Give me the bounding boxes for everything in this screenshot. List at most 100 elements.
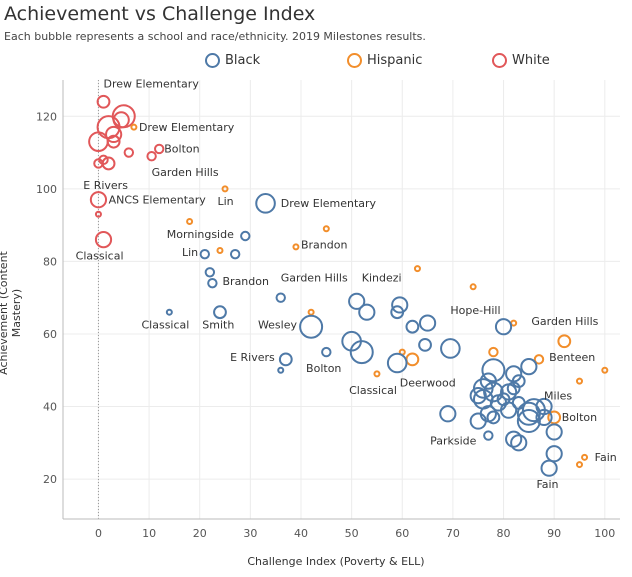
bubble-black (516, 409, 541, 434)
bubble-black (255, 193, 276, 214)
bubble-black (358, 303, 376, 321)
legend-swatch-black (205, 53, 220, 68)
legend-label-hispanic: Hispanic (367, 53, 423, 68)
data-label: Lin (182, 246, 198, 259)
data-label: Garden Hills (152, 166, 219, 179)
data-label: Classical (76, 250, 124, 263)
y-tick-label: 40 (43, 401, 57, 414)
bubble-black (299, 314, 324, 339)
x-tick-label: 40 (294, 527, 308, 540)
data-label: Garden Hills (281, 271, 348, 284)
data-label: Garden Hills (531, 315, 598, 328)
x-tick-label: 80 (497, 527, 511, 540)
bubble-black (165, 308, 173, 316)
bubble-white (93, 158, 104, 169)
bubble-white (154, 143, 165, 155)
bubble-black (275, 292, 286, 303)
bubble-black (321, 346, 332, 358)
data-label: Lin (217, 195, 233, 208)
bubble-hispanic (307, 308, 315, 316)
bubble-black (494, 318, 513, 336)
data-label: Classical (141, 319, 189, 332)
bubble-black (207, 277, 218, 289)
data-label: Miles (544, 389, 572, 402)
legend-swatch-hispanic (347, 53, 362, 68)
bubble-black (204, 267, 216, 278)
data-label: Brandon (301, 239, 347, 252)
bubble-black (500, 401, 518, 419)
data-label: Drew Elementary (139, 121, 235, 134)
data-label: Bolton (562, 411, 597, 424)
data-label: Benteen (549, 351, 595, 364)
bubble-black (510, 434, 528, 452)
bubble-black (469, 412, 487, 430)
legend-label-white: White (512, 53, 550, 68)
x-tick-label: 90 (547, 527, 561, 540)
x-tick-label: 30 (243, 527, 257, 540)
x-axis-label: Challenge Index (Poverty & ELL) (247, 555, 425, 568)
x-tick-label: 50 (345, 527, 359, 540)
bubble-white (96, 94, 111, 109)
bubble-white (112, 111, 130, 129)
legend-item-hispanic[interactable]: Hispanic (347, 53, 422, 68)
bubble-black (520, 358, 538, 376)
bubble-white (88, 131, 109, 152)
bubble-hispanic (547, 410, 562, 425)
bubble-hispanic (581, 453, 589, 461)
bubble-black (506, 381, 521, 396)
bubble-black (229, 248, 241, 260)
legend: Black Hispanic White (0, 53, 632, 71)
bubble-hispanic (575, 377, 583, 385)
bubble-hispanic (322, 225, 330, 233)
bubble-black (516, 401, 541, 426)
bubble-white (146, 150, 157, 162)
bubble-black (535, 408, 553, 427)
x-tick-label: 10 (142, 527, 156, 540)
bubble-black (486, 410, 501, 425)
bubble-black (505, 430, 523, 448)
data-label: E Rivers (230, 351, 275, 364)
bubble-black (483, 430, 494, 441)
bubble-black (213, 305, 227, 320)
bubble-white (94, 210, 102, 218)
bubble-hispanic (186, 217, 194, 225)
legend-label-black: Black (225, 53, 261, 68)
data-label: Kindezi (362, 271, 402, 284)
data-label: Parkside (430, 435, 477, 448)
bubble-white (89, 191, 108, 209)
bubble-black (418, 314, 437, 332)
bubble-black (199, 248, 210, 260)
y-tick-label: 100 (36, 183, 57, 196)
bubble-hispanic (533, 354, 545, 365)
data-label: Drew Elementary (281, 197, 377, 210)
bubble-hispanic (488, 346, 499, 358)
chart-subtitle: Each bubble represents a school and race… (4, 30, 426, 43)
bubble-black (405, 319, 420, 334)
bubble-black (240, 230, 251, 242)
legend-item-black[interactable]: Black (205, 53, 260, 68)
data-label: Fain (536, 478, 558, 491)
bubble-black (348, 292, 366, 310)
bubble-hispanic (130, 123, 138, 131)
data-label: Bolton (164, 143, 199, 156)
bubble-black (349, 340, 374, 365)
bubble-hispanic (216, 247, 224, 255)
bubble-black (479, 372, 497, 390)
y-tick-label: 80 (43, 255, 57, 268)
bubble-black (439, 405, 457, 423)
bubble-black (481, 358, 506, 383)
data-label: Classical (349, 384, 397, 397)
bubble-black (390, 305, 405, 320)
data-label: E Rivers (83, 179, 128, 192)
bubble-hispanic (557, 334, 572, 349)
data-label: ANCS Elementary (109, 193, 207, 206)
bubble-hispanic (601, 366, 609, 374)
legend-item-white[interactable]: White (492, 53, 550, 68)
bubble-black (278, 352, 293, 367)
data-label: Smith (202, 319, 234, 332)
y-tick-label: 120 (36, 110, 57, 123)
y-tick-label: 60 (43, 328, 57, 341)
bubble-white (94, 231, 113, 249)
y-tick-label: 20 (43, 473, 57, 486)
data-label: Wesley (258, 319, 298, 332)
